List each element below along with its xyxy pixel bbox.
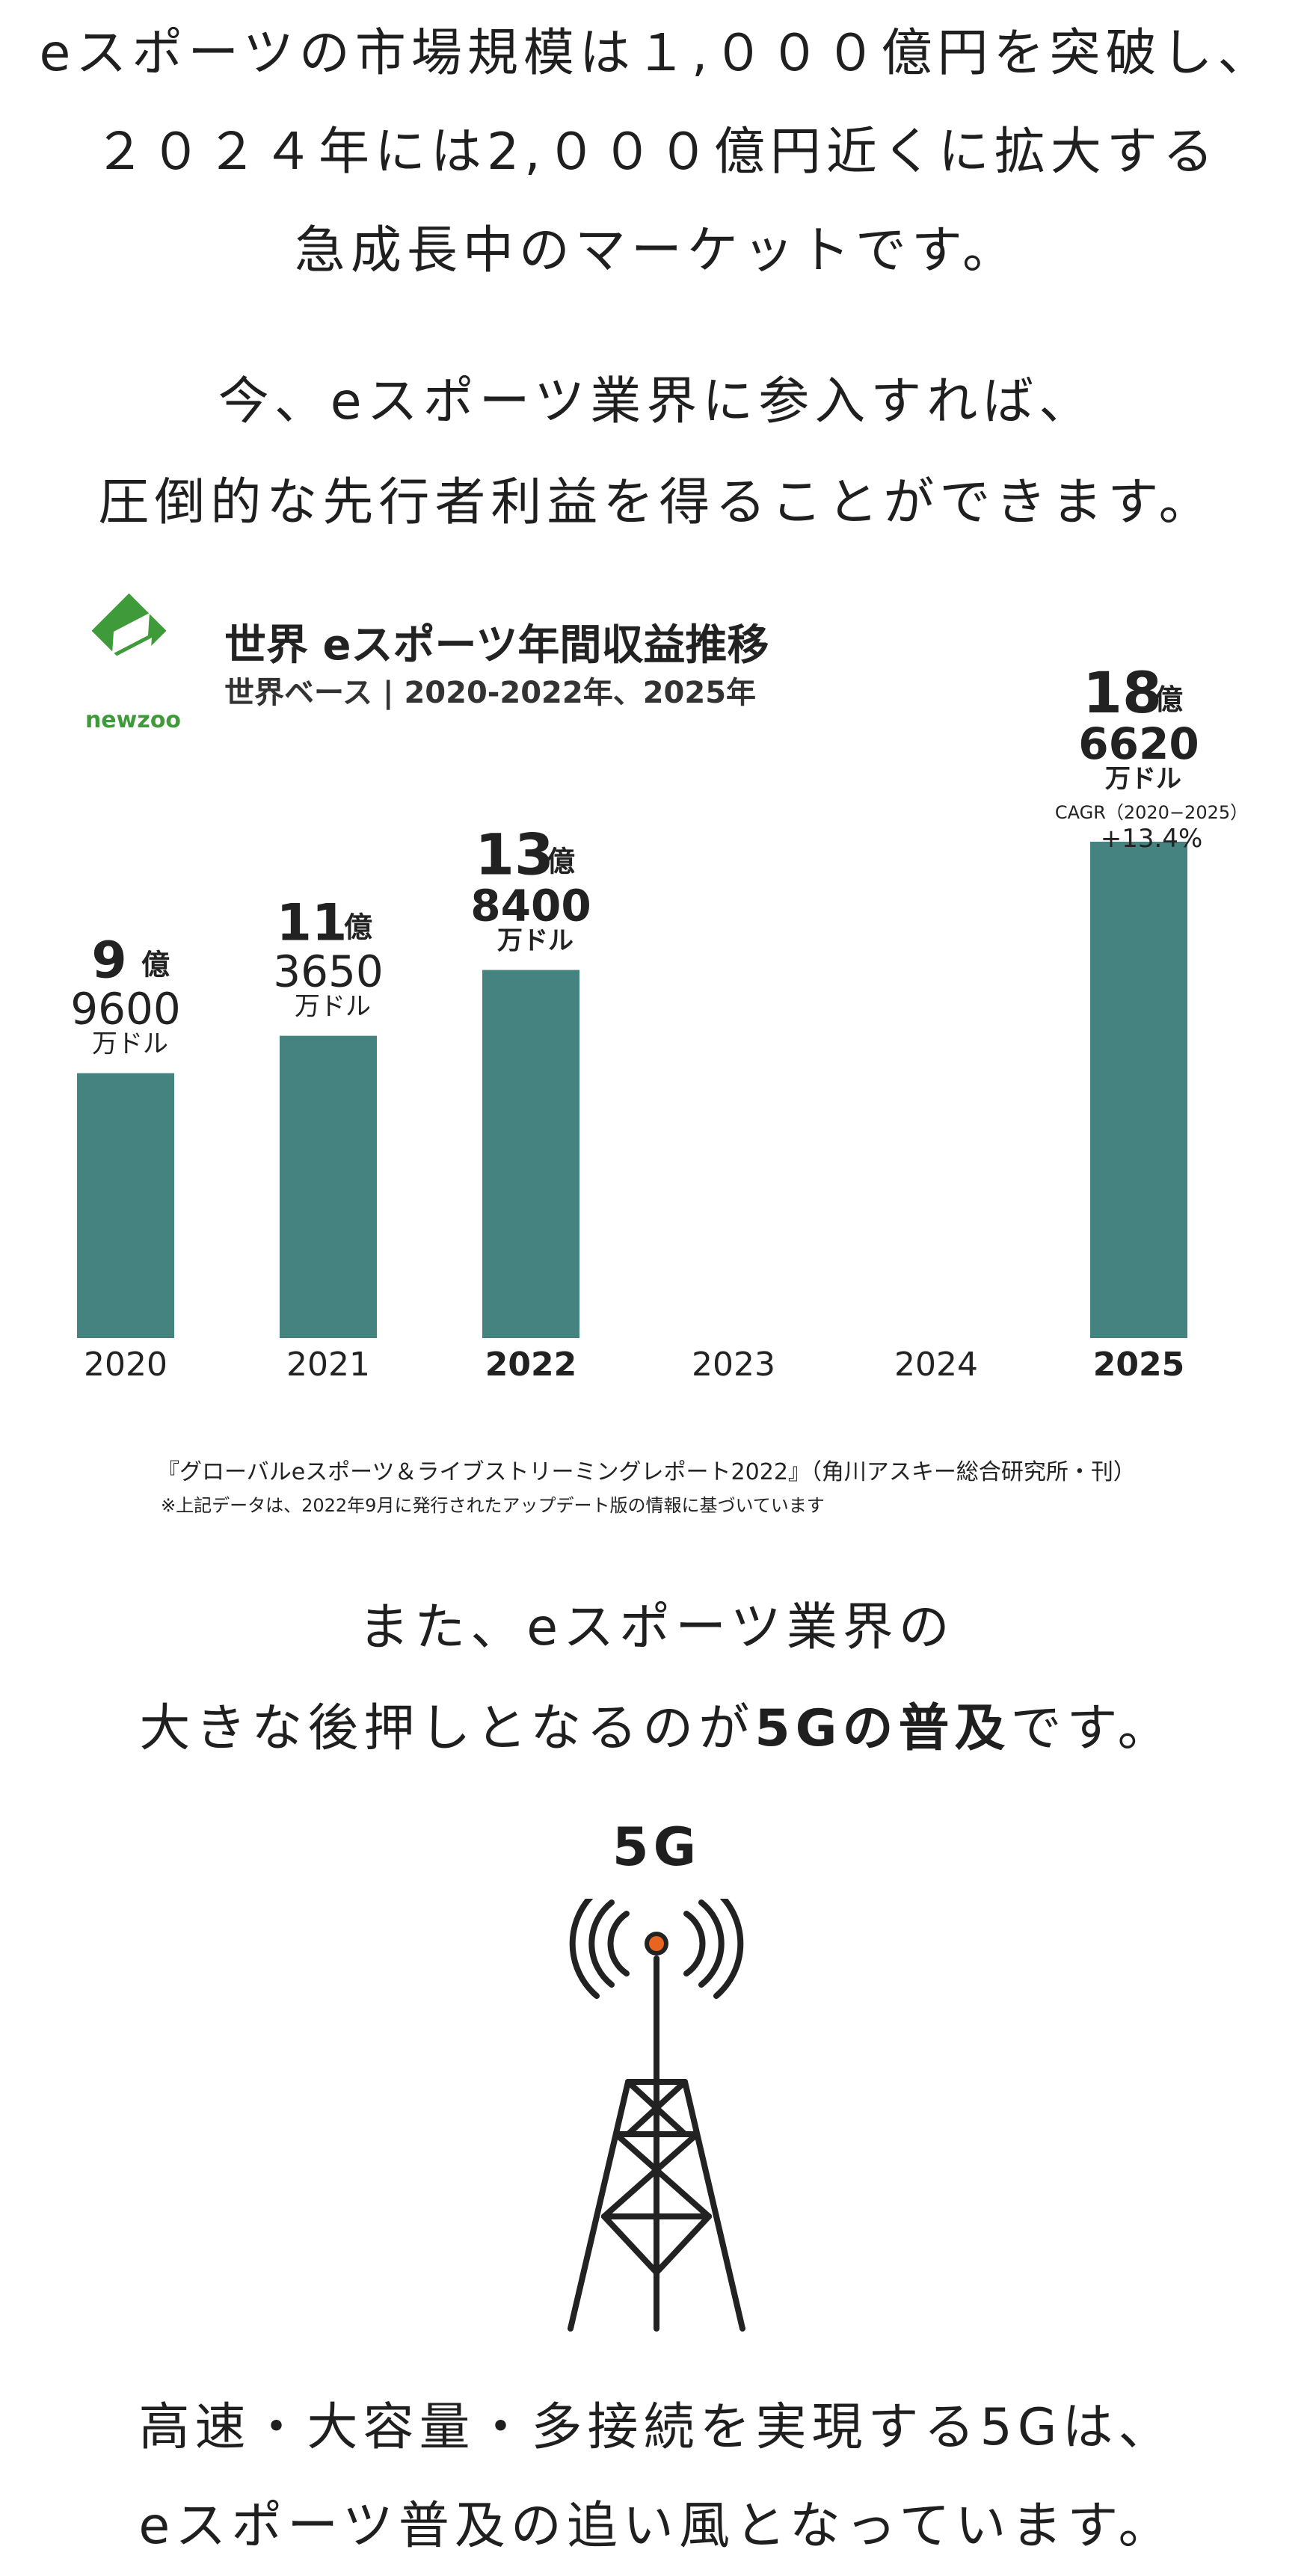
intro2-line: 圧倒的な先行者利益を得ることができます。 xyxy=(98,473,1215,532)
bottom-line: 高速・大容量・多接続を実現する5Gは、 xyxy=(138,2398,1175,2457)
chart-note: ※上記データは、2022年9月に発行されたアップデート版の情報に基づいています xyxy=(161,1495,825,1516)
chart-source: 『グローバルeスポーツ＆ライブストリーミングレポート2022』（角川アスキー総合… xyxy=(157,1459,1136,1485)
intro-text: eスポーツの市場規模は１,０００億円を突破し、 ２０２４年には2,０００億円近く… xyxy=(0,4,1313,301)
mid-line-1: また、eスポーツ業界の xyxy=(358,1598,955,1657)
bar-label-man-num: 3650 xyxy=(273,946,384,997)
bar-label-unit: 万ドル xyxy=(295,992,371,1022)
intro-line: ２０２４年には2,０００億円近くに拡大する xyxy=(94,123,1219,182)
mid-text: また、eスポーツ業界の 大きな後押しとなるのが5Gの普及です。 xyxy=(0,1577,1313,1779)
cagr-label: CAGR（2020−2025） xyxy=(1055,802,1248,823)
intro2-line: 今、eスポーツ業界に参入すれば、 xyxy=(218,372,1095,431)
x-tick-label: 2022 xyxy=(485,1346,576,1384)
intro-line: 急成長中のマーケットです。 xyxy=(294,221,1019,280)
x-tick-label: 2021 xyxy=(286,1346,370,1384)
revenue-chart: newzoo 世界 eスポーツ年間収益推移 世界ベース | 2020-2022年… xyxy=(70,593,1248,1384)
newzoo-logo-text: newzoo xyxy=(85,707,181,733)
bar-label-oku-num: 11 xyxy=(277,894,348,953)
bar-label-oku-unit: 億 xyxy=(547,845,575,878)
bar-label-oku-num: 9 xyxy=(91,931,126,990)
x-axis-ticks: 2020 2021 2022 2023 2024 2025 xyxy=(84,1346,1184,1384)
x-tick-label: 2024 xyxy=(894,1346,978,1384)
bar-label-man-num: 8400 xyxy=(470,881,591,931)
mid-line-2-post: です。 xyxy=(1010,1699,1174,1758)
intro-line: eスポーツの市場規模は１,０００億円を突破し、 xyxy=(39,24,1274,83)
bar-label-unit: 万ドル xyxy=(92,1029,168,1059)
antenna-tower-icon xyxy=(568,1899,745,2332)
bottom-text: 高速・大容量・多接続を実現する5Gは、 eスポーツ普及の追い風となっています。 xyxy=(0,2379,1313,2576)
bar-label-unit: 万ドル xyxy=(497,926,574,956)
bar-label-unit: 万ドル xyxy=(1105,764,1181,794)
bar xyxy=(482,970,579,1338)
mid-line-2-pre: 大きな後押しとなるのが xyxy=(139,1699,755,1758)
mid-highlight: 5Gの普及 xyxy=(754,1699,1011,1758)
bar-label-man-num: 9600 xyxy=(70,984,181,1035)
x-tick-label: 2023 xyxy=(692,1346,775,1384)
chart-subtitle: 世界ベース | 2020-2022年、2025年 xyxy=(224,676,756,711)
mid-line-2: 大きな後押しとなるのが5Gの普及です。 xyxy=(0,1678,1313,1779)
tower-label: 5G xyxy=(612,1817,701,1878)
x-tick-label: 2025 xyxy=(1093,1346,1184,1384)
bar-label-oku-unit: 億 xyxy=(141,949,170,982)
bar-label-man-num: 6620 xyxy=(1078,718,1199,769)
bottom-line: eスポーツ普及の追い風となっています。 xyxy=(138,2497,1175,2556)
bar-label-oku-unit: 億 xyxy=(1154,683,1183,716)
intro2-text: 今、eスポーツ業界に参入すれば、 圧倒的な先行者利益を得ることができます。 xyxy=(0,351,1313,553)
bar xyxy=(1090,842,1187,1338)
x-tick-label: 2020 xyxy=(84,1346,167,1384)
bar xyxy=(280,1035,377,1338)
signal-dot-inner xyxy=(649,1936,664,1951)
bars-group xyxy=(77,842,1187,1338)
chart-title: 世界 eスポーツ年間収益推移 xyxy=(224,621,769,670)
newzoo-logo: newzoo xyxy=(85,593,181,733)
bar-label-oku-num: 13 xyxy=(475,822,554,888)
bar-label-oku-unit: 億 xyxy=(344,911,372,944)
bar xyxy=(77,1073,174,1338)
cagr-value: +13.4% xyxy=(1101,824,1203,854)
bar-label-oku-num: 18 xyxy=(1083,659,1162,726)
